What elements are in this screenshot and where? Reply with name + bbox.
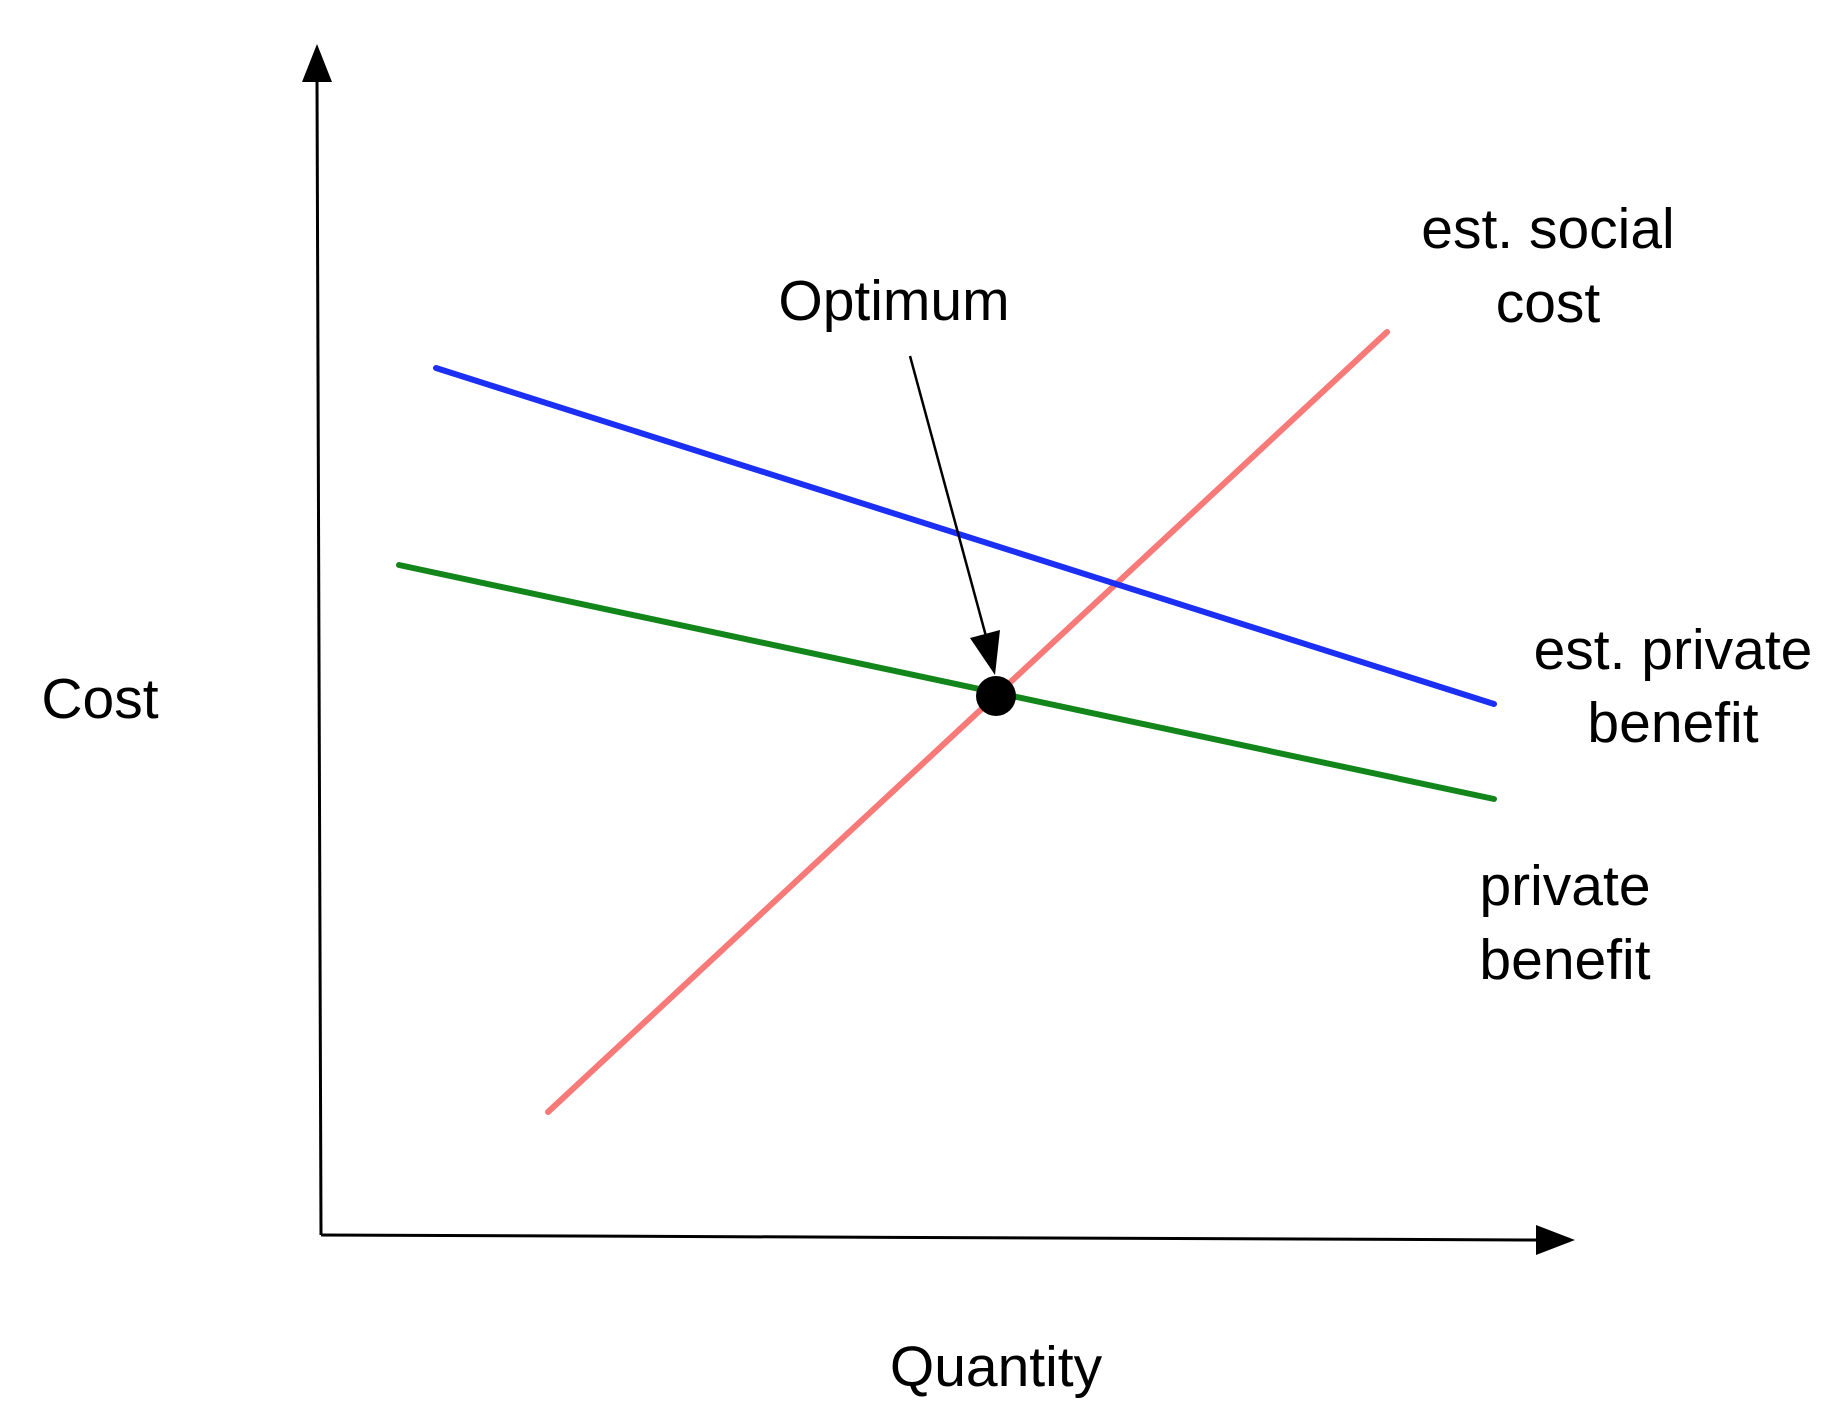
est-private-benefit-label-line1: est. private <box>1534 618 1813 682</box>
y-axis-arrowhead <box>302 44 332 82</box>
x-axis-arrowhead <box>1536 1225 1575 1255</box>
x-axis-label: Quantity <box>890 1335 1103 1399</box>
est-social-cost-label-line2: cost <box>1496 271 1601 335</box>
est-private-benefit-line <box>433 365 1497 707</box>
est-social-cost-label-line1: est. social <box>1421 197 1674 261</box>
private-benefit-line <box>396 562 1497 802</box>
x-axis-line <box>320 1233 1539 1242</box>
y-axis-label: Cost <box>41 667 158 731</box>
optimum-point <box>976 676 1016 716</box>
y-axis-line <box>315 79 323 1236</box>
axes <box>302 44 1575 1255</box>
optimum-arrowhead <box>970 630 1000 675</box>
optimum-arrow <box>908 355 989 641</box>
optimum-label: Optimum <box>778 269 1009 333</box>
private-benefit-label-line1: private <box>1479 854 1650 918</box>
est-private-benefit-label-line2: benefit <box>1587 691 1758 755</box>
private-benefit-label-line2: benefit <box>1479 928 1650 992</box>
est-social-cost-line <box>545 329 1390 1115</box>
